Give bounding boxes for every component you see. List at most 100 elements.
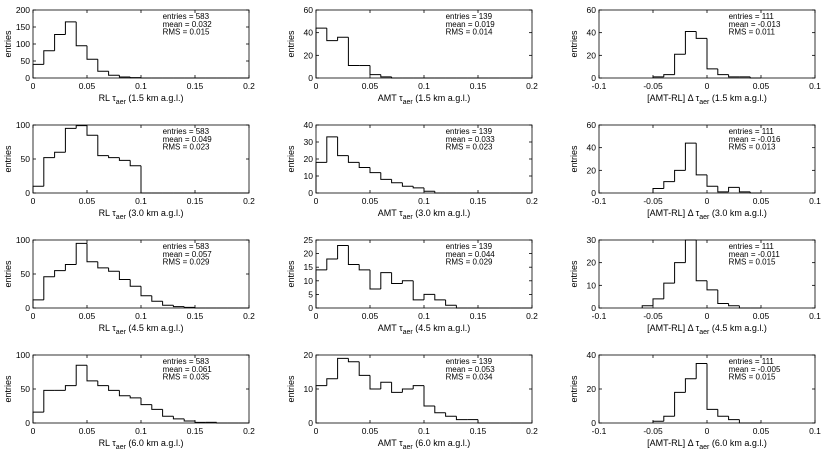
x-tick-label: 0.1: [418, 196, 430, 206]
histogram-bin: [369, 375, 381, 390]
stats-text: mean = -0.013: [729, 20, 781, 29]
histogram-bin: [401, 388, 414, 393]
y-tick-label: 50: [21, 56, 31, 66]
histogram-bin: [684, 31, 697, 55]
x-axis-label-subscript: aer: [699, 329, 710, 336]
x-axis-label-subscript: aer: [116, 214, 127, 221]
y-tick-label: 0: [25, 303, 30, 313]
histogram-bin: [32, 63, 44, 78]
histogram-bin: [64, 21, 77, 35]
histogram-bin: [108, 155, 120, 159]
histogram-bin: [728, 303, 740, 307]
y-tick-label: 10: [304, 171, 314, 181]
x-axis-label-main: [AMT-RL] Δ τ: [647, 93, 700, 103]
x-tick-label: -0.1: [592, 311, 607, 321]
x-tick-label: 0.15: [470, 196, 487, 206]
y-axis-label: entries: [3, 260, 13, 288]
x-axis-label-suffix: (1.5 km a.g.l.): [413, 93, 471, 103]
x-axis-label-subscript: aer: [403, 214, 414, 221]
y-tick-label: 40: [304, 120, 314, 130]
histogram-bin: [412, 280, 424, 301]
histogram-bin: [412, 186, 424, 189]
x-axis-label: RL τaer (4.5 km a.g.l.): [99, 323, 184, 336]
stats-text: entries = 139: [446, 127, 493, 136]
y-tick-label: 20: [587, 50, 597, 60]
x-axis-label: RL τaer (1.5 km a.g.l.): [99, 93, 184, 106]
histogram-bin: [706, 38, 718, 70]
x-tick-label: 0: [314, 196, 319, 206]
stats-text: mean = 0.061: [163, 365, 213, 374]
y-axis-label: entries: [286, 30, 296, 58]
x-tick-label: -0.05: [643, 426, 663, 436]
y-tick-label: 20: [587, 384, 597, 394]
y-axis-label: entries: [569, 30, 579, 58]
x-axis-label-main: AMT τ: [378, 438, 403, 448]
histogram-bin: [129, 160, 141, 167]
x-tick-label: 0.2: [243, 311, 255, 321]
histogram-bin: [97, 380, 109, 387]
histogram-bin: [738, 187, 751, 193]
histogram-bin: [162, 409, 174, 417]
x-axis-label-main: RL τ: [99, 438, 117, 448]
x-axis-label: AMT τaer (3.0 km a.g.l.): [378, 208, 471, 221]
histogram-bin: [118, 390, 131, 397]
histogram-bin: [369, 65, 381, 76]
stats-text: mean = 0.032: [163, 20, 213, 29]
x-axis-label-main: [AMT-RL] Δ τ: [647, 438, 700, 448]
histogram-bin: [674, 53, 686, 75]
stats-text: mean = 0.057: [163, 250, 213, 259]
stats-text: mean = 0.049: [163, 135, 213, 144]
x-tick-label: 0.15: [187, 311, 204, 321]
histogram-bin: [695, 363, 707, 379]
x-tick-label: 0.05: [79, 81, 96, 91]
x-axis-label-subscript: aer: [116, 99, 127, 106]
x-tick-label: 0.05: [79, 426, 96, 436]
x-axis-label-main: [AMT-RL] Δ τ: [647, 323, 700, 333]
x-axis-label-main: RL τ: [99, 93, 117, 103]
histogram-bin: [315, 27, 327, 78]
y-tick-label: 10: [304, 384, 314, 394]
histogram-bin: [54, 151, 66, 158]
x-tick-label: 0.1: [135, 196, 147, 206]
y-tick-label: 20: [304, 50, 314, 60]
histogram-bin: [358, 361, 370, 376]
y-tick-label: 0: [308, 73, 313, 83]
histogram-bin: [43, 50, 55, 65]
x-axis-label-main: AMT τ: [378, 93, 403, 103]
stats-text: RMS = 0.014: [446, 28, 493, 37]
axes-box: [32, 239, 250, 309]
x-tick-label: 0.15: [470, 81, 487, 91]
histogram-bin: [118, 271, 131, 280]
histogram-bin: [663, 282, 675, 299]
y-tick-label: 60: [587, 120, 597, 130]
histogram-bin: [347, 37, 360, 67]
y-tick-label: 100: [16, 39, 30, 49]
histogram-bin: [738, 419, 751, 424]
histogram-bin: [337, 136, 349, 157]
y-tick-label: 0: [308, 418, 313, 428]
x-axis-label-suffix: (6.0 km a.g.l.): [126, 438, 184, 448]
histogram-bin: [315, 269, 327, 308]
stats-text: entries = 583: [163, 242, 210, 251]
stats-text: entries = 583: [163, 357, 210, 366]
histogram-panel-3-3: -0.1 -0.05 0 0.05 0.1 0 10 20 30 entries [AMT-RL] …: [569, 235, 821, 336]
y-tick-label: 40: [587, 350, 597, 360]
histogram-bin: [391, 272, 403, 285]
histogram-bin: [391, 382, 403, 393]
histogram-bin: [118, 157, 131, 161]
axes-box: [598, 239, 816, 309]
histogram-bin: [652, 420, 664, 423]
y-tick-label: 10: [304, 276, 314, 286]
x-axis-label-subscript: aer: [699, 444, 710, 451]
x-axis-label: AMT τaer (4.5 km a.g.l.): [378, 323, 471, 336]
stats-text: mean = -0.016: [729, 135, 781, 144]
x-tick-label: 0.15: [187, 426, 204, 436]
x-axis-label-suffix: (1.5 km a.g.l.): [126, 93, 184, 103]
histogram-bin: [129, 279, 141, 287]
x-tick-label: 0.15: [470, 311, 487, 321]
histogram-bin: [728, 186, 740, 192]
histogram-panel-2-3: -0.1 -0.05 0 0.05 0.1 0 20 40 60 entries [AMT-RL] …: [569, 120, 821, 221]
x-tick-label: 0.2: [526, 196, 538, 206]
y-axis-label: entries: [3, 375, 13, 403]
